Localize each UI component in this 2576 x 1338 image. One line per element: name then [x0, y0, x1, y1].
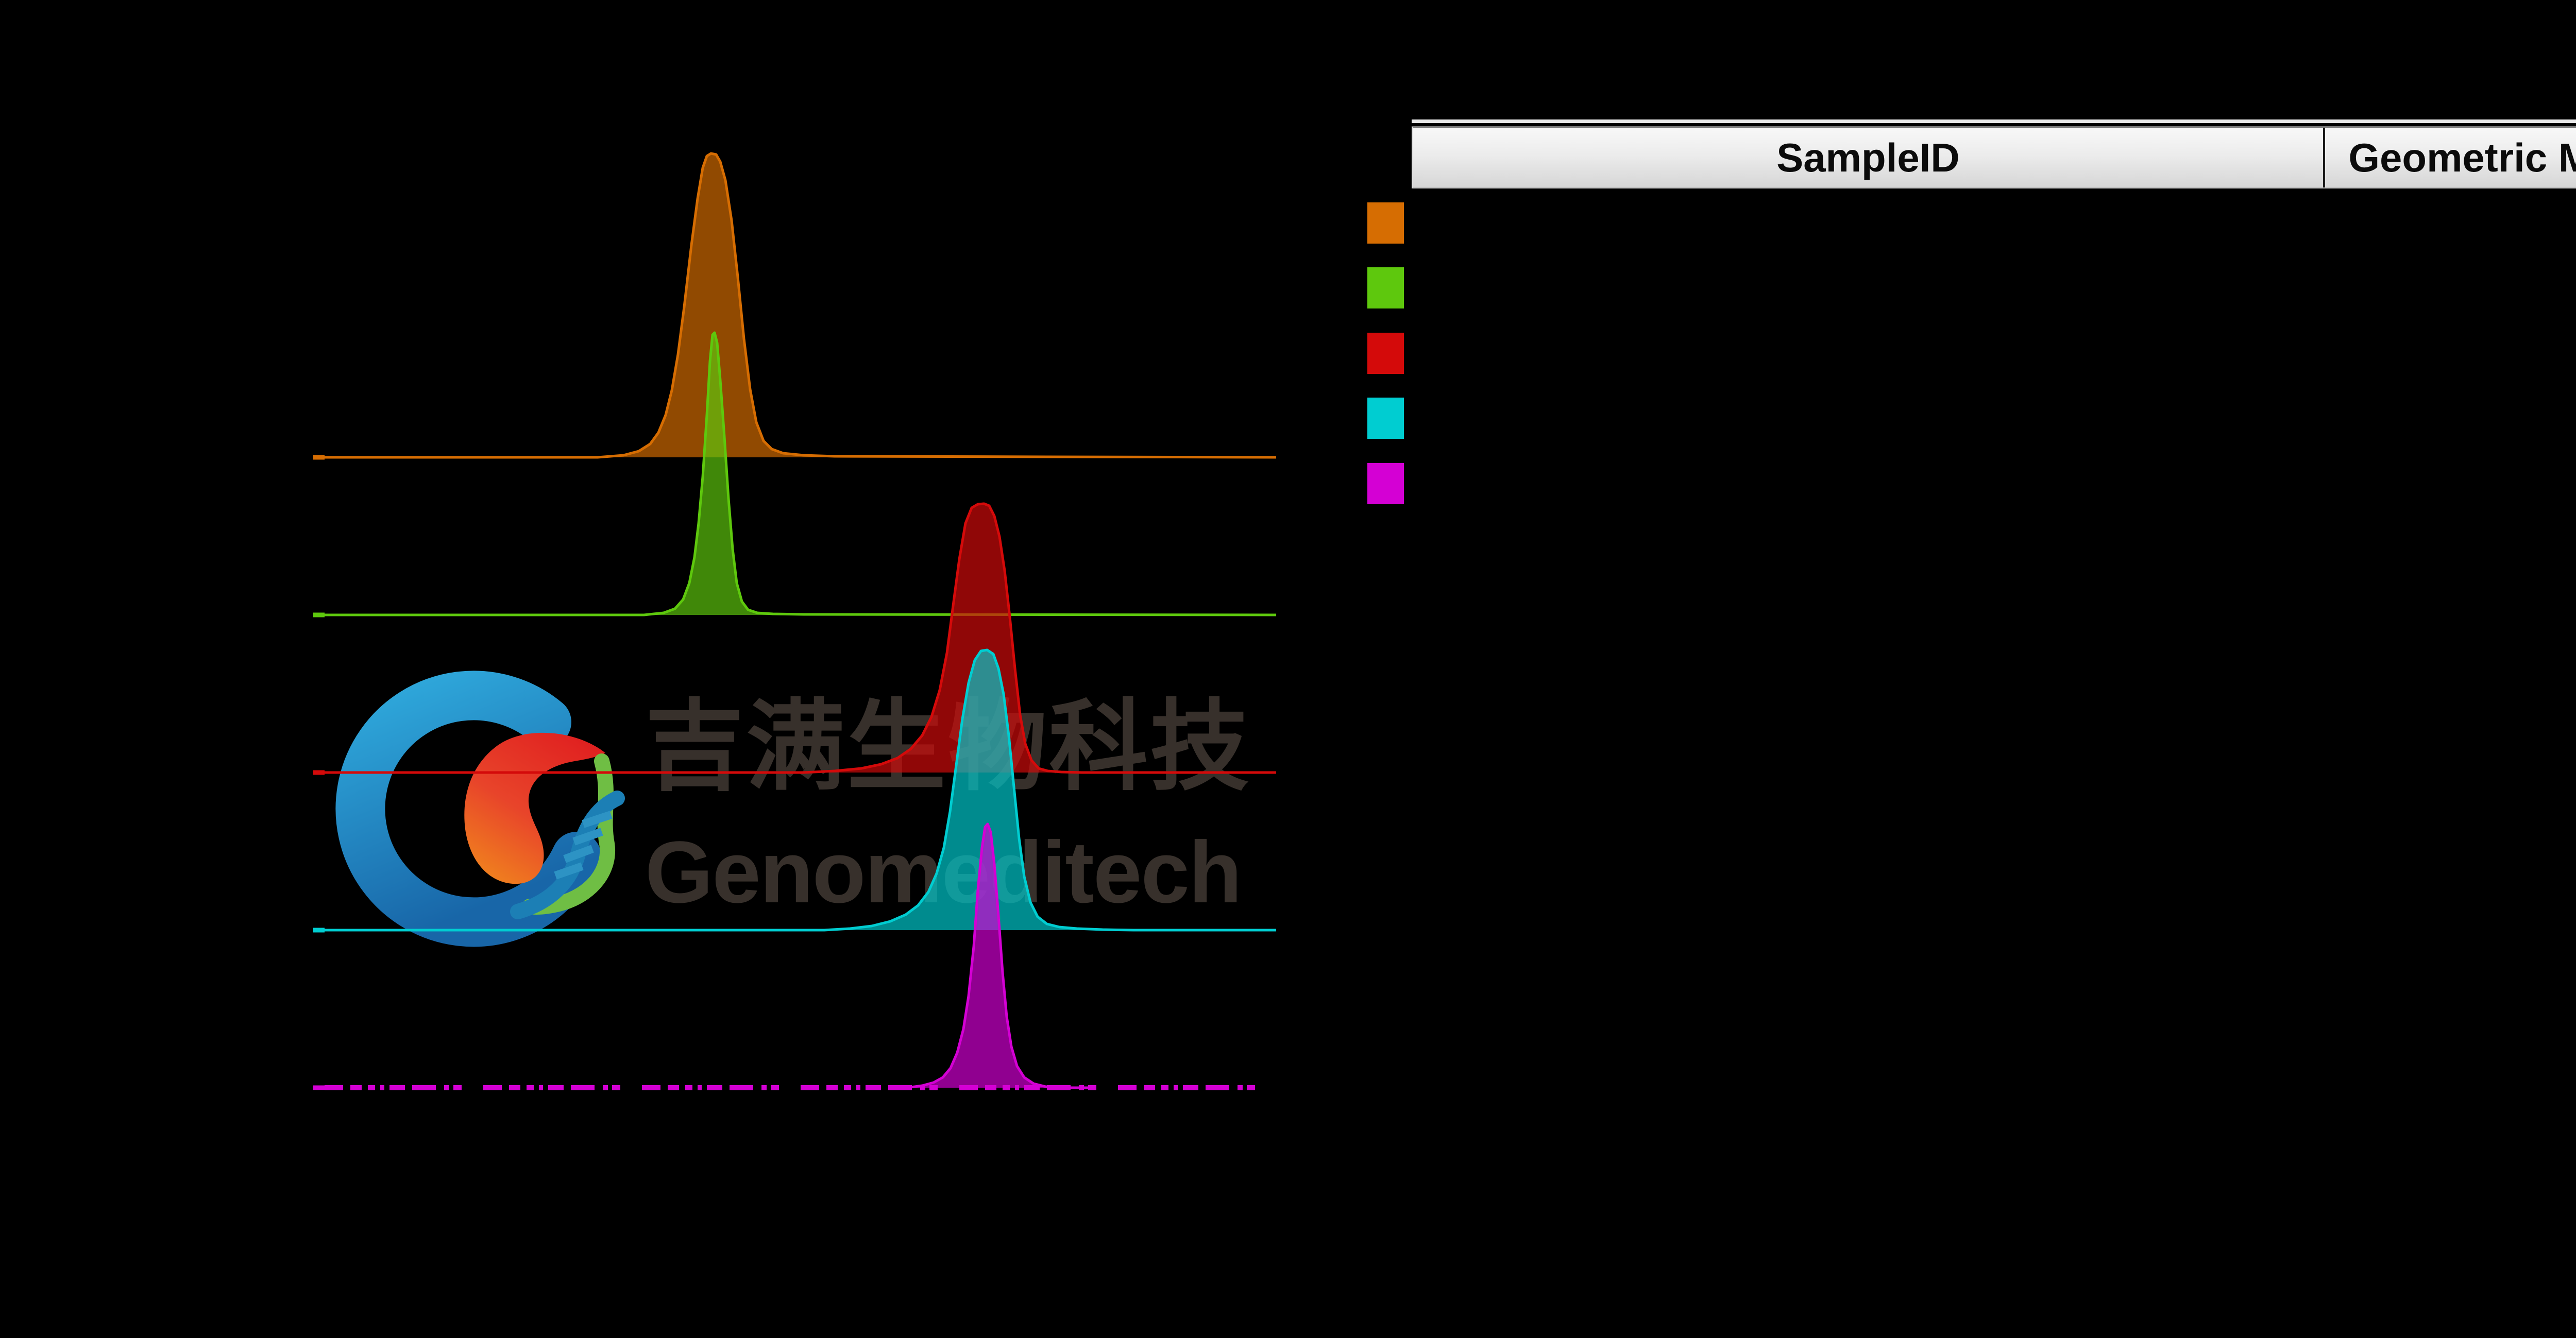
- stats-table-header: SampleID Geometric Mean : FL11-H: [1412, 126, 2576, 188]
- logo-dna-rungs: [554, 811, 613, 880]
- histogram-row-2: [325, 331, 1277, 616]
- genomeditech-logo-icon: [335, 671, 625, 947]
- watermark: 吉满生物科技 Genomeditech: [335, 671, 1249, 947]
- column-header-geometric-mean: Geometric Mean : FL11-H: [2348, 134, 2576, 180]
- legend-swatch-row-3: [1367, 333, 1404, 374]
- histogram-row-3: [325, 502, 1276, 774]
- legend-swatch-row-4: [1367, 398, 1404, 439]
- histogram-row-1: [325, 152, 1277, 459]
- histogram-row-4: [325, 648, 1276, 932]
- legend-swatch-row-2: [1367, 267, 1404, 308]
- histogram-row-5: [906, 822, 1092, 1089]
- column-divider: [2323, 128, 2325, 187]
- column-header-sampleid: SampleID: [1776, 134, 1960, 180]
- logo-red-flame: [464, 732, 605, 884]
- histogram-series-group: [313, 152, 1277, 1090]
- legend-swatch-row-1: [1367, 202, 1404, 244]
- legend-swatch-row-5: [1367, 463, 1404, 504]
- table-top-highlight-line: [1412, 119, 2576, 123]
